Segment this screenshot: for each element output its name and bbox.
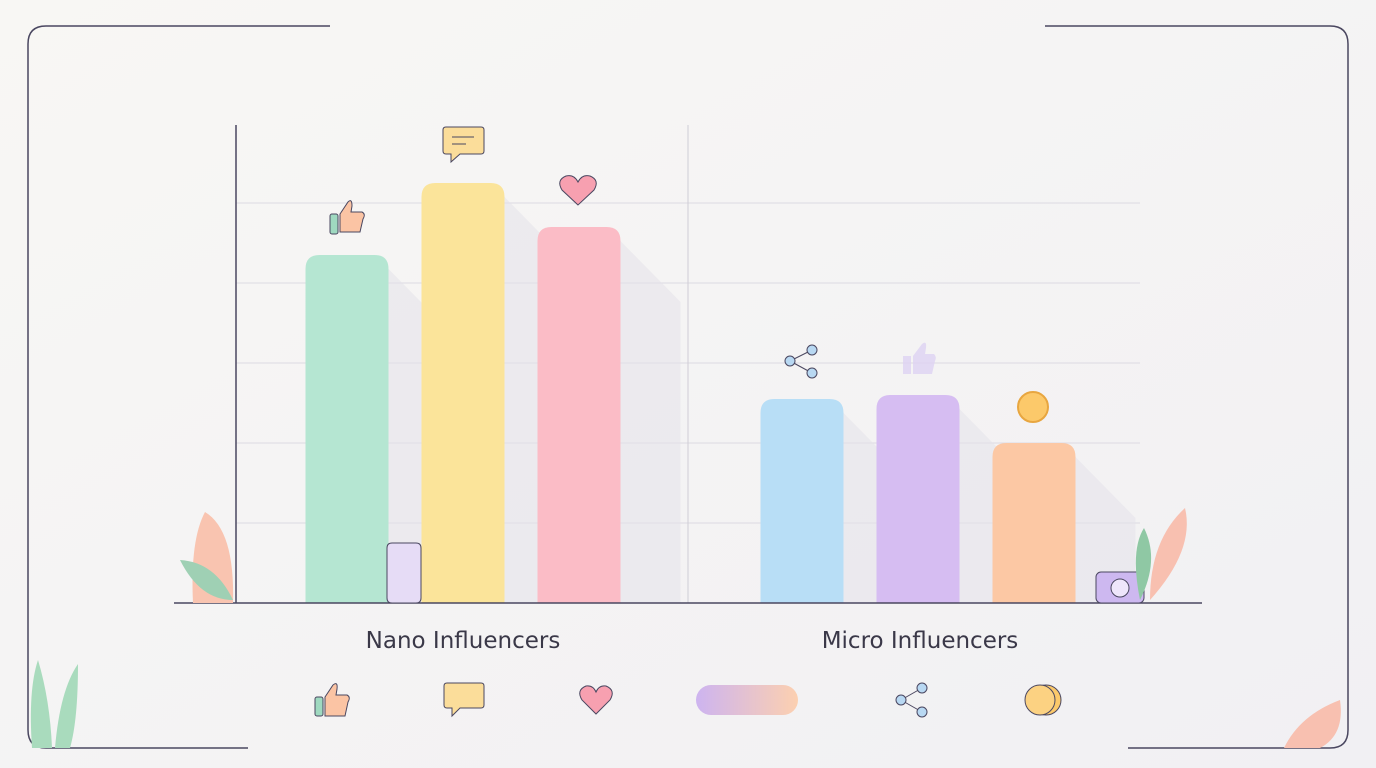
category-label: Nano Influencers [366, 628, 561, 654]
bar [421, 183, 505, 603]
bar [992, 443, 1076, 603]
bars [305, 183, 1136, 603]
bar-shadow [620, 241, 681, 603]
icons [30, 126, 1341, 748]
bottom-icons [314, 682, 1062, 718]
bar [537, 227, 621, 603]
bar [305, 255, 389, 603]
bar [760, 399, 844, 603]
bar-shadow [1075, 457, 1136, 603]
bar [876, 395, 960, 603]
category-label: Micro Influencers [822, 628, 1019, 654]
